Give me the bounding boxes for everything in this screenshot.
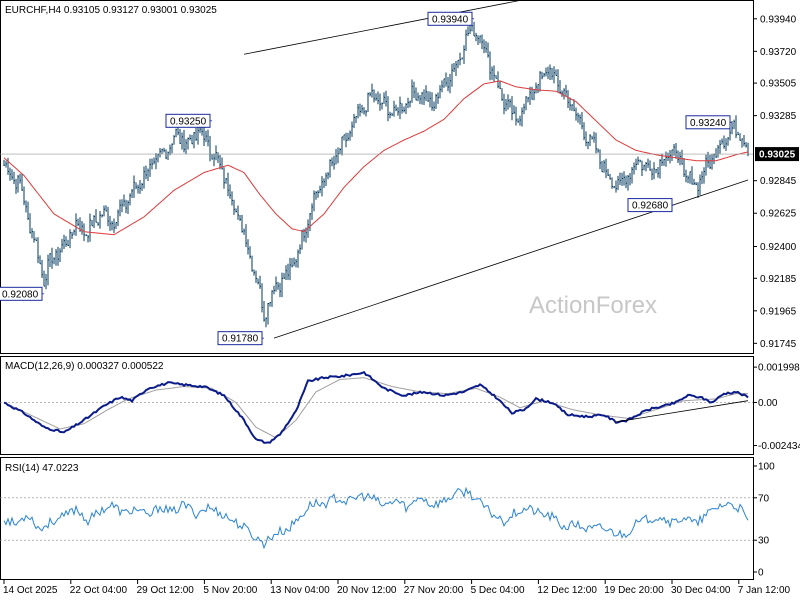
macd-y-tick-label: 0.00	[758, 398, 778, 409]
x-tick-label: 27 Nov 20:00	[404, 585, 464, 596]
macd-support-line	[615, 400, 749, 423]
channel-bottom-line	[273, 179, 749, 339]
macd-y-tick-label: -0.002434	[758, 441, 800, 452]
channel-top-line	[243, 0, 525, 55]
annotation-box	[0, 286, 43, 301]
x-tick-label: 30 Dec 04:00	[671, 585, 731, 596]
x-tick-label: 14 Oct 2025	[3, 585, 58, 596]
macd-line	[3, 370, 749, 444]
price-y-tick-label: 0.93940	[760, 14, 797, 25]
annotation-box	[217, 331, 263, 346]
annotation-label: 0.93240	[690, 118, 727, 129]
x-tick-label: 5 Dec 04:00	[471, 585, 525, 596]
annotation-box	[427, 11, 473, 26]
annotation-label: 0.93940	[432, 14, 469, 25]
rsi-panel: 100 70 30 0	[0, 462, 775, 579]
annotation-label: 0.92080	[2, 289, 39, 300]
rsi-y-tick-label: 30	[758, 536, 770, 547]
current-price-box	[755, 147, 799, 162]
price-y-tick-label: 0.93505	[760, 79, 797, 90]
rsi-y-tick-label: 0	[758, 568, 764, 579]
current-price-label: 0.93025	[759, 150, 796, 161]
annotation-box	[165, 113, 211, 128]
macd-panel-frame	[0, 356, 754, 455]
x-tick-label: 12 Dec 12:00	[537, 585, 597, 596]
macd-signal-line	[3, 377, 748, 439]
macd-panel: 0.001998 0.00 -0.002434	[0, 363, 800, 452]
price-y-tick-label: 0.92400	[760, 242, 797, 253]
x-tick-label: 29 Oct 12:00	[137, 585, 195, 596]
annotation-label: 0.92680	[632, 201, 669, 212]
macd-y-tick-label: 0.001998	[758, 363, 800, 374]
x-axis: 14 Oct 2025 22 Oct 04:00 29 Oct 12:00 5 Nov…	[3, 580, 791, 596]
macd-title: MACD(12,26,9) 0.000327 0.000522	[5, 361, 164, 372]
price-title: EURCHF,H4 0.93105 0.93127 0.93001 0.9302…	[5, 5, 217, 16]
price-y-tick-label: 0.93285	[760, 111, 797, 122]
price-y-tick-label: 0.93720	[760, 47, 797, 58]
rsi-panel-frame	[0, 457, 754, 580]
x-tick-label: 7 Jan 12:00	[738, 585, 791, 596]
price-panel: 0.93940 0.93720 0.93505 0.93285 0.92845 0.926…	[0, 0, 799, 350]
annotation-label: 0.93250	[170, 116, 207, 127]
x-tick-label: 19 Dec 20:00	[604, 585, 664, 596]
moving-average-line	[3, 80, 749, 236]
annotation-box	[627, 198, 673, 213]
price-y-tick-label: 0.92845	[760, 176, 797, 187]
price-y-tick-label: 0.92625	[760, 209, 797, 220]
price-panel-frame	[0, 0, 754, 354]
x-tick-label: 22 Oct 04:00	[70, 585, 128, 596]
x-tick-label: 13 Nov 04:00	[270, 585, 330, 596]
price-y-tick-label: 0.91965	[760, 306, 797, 317]
rsi-y-tick-label: 70	[758, 493, 770, 504]
annotation-label: 0.91780	[222, 334, 259, 345]
x-tick-label: 20 Nov 12:00	[337, 585, 397, 596]
x-tick-label: 5 Nov 20:00	[203, 585, 257, 596]
rsi-y-tick-label: 100	[758, 462, 775, 473]
price-y-tick-label: 0.92185	[760, 274, 797, 285]
watermark: ActionForex	[529, 292, 657, 319]
price-y-tick-label: 0.91745	[760, 339, 797, 350]
rsi-line	[3, 486, 749, 550]
annotation-box	[685, 115, 731, 130]
rsi-title: RSI(14) 47.0223	[5, 463, 79, 474]
